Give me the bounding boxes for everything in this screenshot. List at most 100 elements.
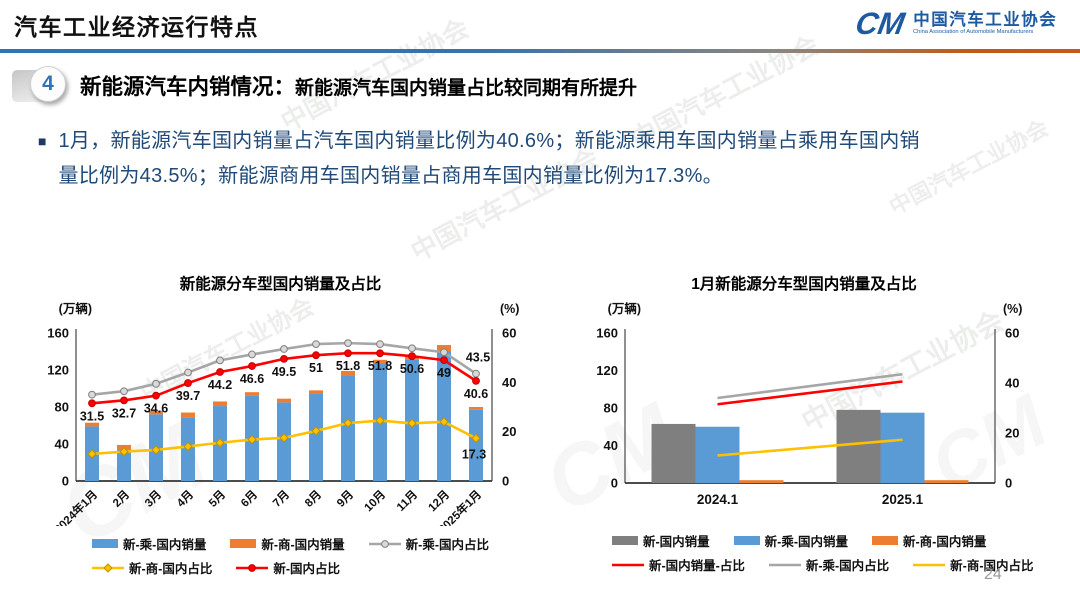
- bar-segment: [85, 422, 99, 427]
- line-marker: [472, 376, 480, 385]
- line-marker: [248, 362, 256, 370]
- line-marker: [375, 415, 385, 426]
- bar-segment: [469, 409, 483, 481]
- line-marker: [216, 368, 224, 376]
- legend-label: 新-乘-国内占比: [405, 538, 489, 552]
- data-label: 46.6: [240, 372, 264, 386]
- data-label: 50.6: [400, 362, 424, 376]
- x-tick-label: 7月: [270, 488, 292, 510]
- line-marker: [88, 390, 96, 399]
- x-tick-label: 10月: [362, 488, 388, 514]
- legend-label: 新-商-国内销量: [261, 538, 345, 552]
- right-tick-label: 20: [1005, 426, 1019, 441]
- legend-marker: [248, 563, 257, 572]
- legend-label: 新-乘-国内占比: [805, 559, 890, 573]
- legend-marker: [380, 539, 389, 548]
- legend-label: 新-商-国内销量: [903, 535, 987, 549]
- left-chart-title: 新能源分车型国内销量及占比: [179, 276, 382, 293]
- line-marker: [312, 351, 320, 360]
- bar-segment: [373, 359, 387, 364]
- left-axis-unit-label: (万辆): [59, 301, 92, 316]
- line-marker: [472, 369, 480, 378]
- right-tick-label: 20: [502, 424, 516, 439]
- left-tick-label: 0: [611, 476, 618, 491]
- legend-row: 新-乘-国内销量 新-商-国内销量 新-乘-国内占比: [92, 534, 489, 553]
- right-chart-title: 1月新能源分车型国内销量及占比: [691, 276, 917, 293]
- right-tick-label: 60: [1005, 326, 1019, 341]
- x-tick-label: 2025.1: [882, 492, 924, 507]
- bullet-text-line: 1月，新能源汽车国内销量占汽车国内销量比例为40.6%；新能源乘用车国内销量占乘…: [58, 130, 920, 152]
- line-marker: [184, 368, 192, 377]
- line-marker: [183, 441, 193, 452]
- left-chart-legend: 新-乘-国内销量 新-商-国内销量 新-乘-国内占比新-商-国内占比 新-国内占比: [92, 534, 489, 577]
- right-tick-label: 0: [1005, 476, 1012, 491]
- caam-logo-icon: CM: [852, 6, 908, 41]
- caam-logo-subtitle: China Association of Automobile Manufact…: [913, 29, 1034, 36]
- legend-row: 新-国内销量 新-乘-国内销量 新-商-国内销量: [612, 531, 1033, 550]
- bar-segment: [245, 392, 259, 396]
- legend-bar-swatch: [230, 539, 257, 548]
- right-chart-legend: 新-国内销量 新-乘-国内销量 新-商-国内销量 新-国内销量-占比 新-乘-国内占比新…: [612, 531, 1033, 574]
- legend-line-swatch: [92, 562, 124, 573]
- line-marker: [184, 379, 192, 387]
- x-tick-label: 8月: [302, 488, 324, 510]
- left-tick-label: 40: [55, 437, 69, 452]
- data-label: 44.2: [208, 378, 232, 392]
- caam-logo: CM 中国汽车工业协会 China Association of Automob…: [852, 6, 1060, 41]
- data-label: 39.7: [176, 389, 200, 403]
- section-heading: 新能源汽车内销情况： 新能源汽车国内销量占比较同期有所提升: [80, 70, 637, 101]
- left-tick-label: 120: [47, 363, 69, 378]
- bar-segment: [149, 410, 163, 415]
- section-heading-title: 新能源汽车内销情况：: [80, 75, 296, 99]
- left-axis-unit-label: (万辆): [608, 301, 641, 316]
- data-label: 34.6: [144, 402, 168, 416]
- x-tick-label: 4月: [174, 488, 196, 510]
- data-label: 51.8: [368, 359, 392, 373]
- line-series: [717, 438, 903, 457]
- line-series: [717, 372, 903, 400]
- legend-line-swatch: [913, 563, 946, 566]
- legend-item: 新-商-国内销量: [872, 531, 986, 550]
- bar-segment: [341, 375, 355, 481]
- x-tick-label: 5月: [206, 488, 228, 510]
- right-tick-label: 0: [502, 474, 509, 489]
- right-chart-plot: 0 40 80 120 160 0 20 40 60 (万辆) (%) 2024.1 2025.1: [596, 301, 1022, 507]
- line-marker: [471, 433, 481, 444]
- left-tick-label: 160: [47, 326, 69, 341]
- line-marker: [120, 387, 128, 396]
- line-marker: [152, 379, 160, 388]
- line-marker: [151, 445, 161, 455]
- bar-segment: [880, 412, 925, 483]
- line-marker: [216, 356, 224, 365]
- line-marker: [440, 356, 448, 365]
- legend-item: 新-国内占比: [236, 558, 340, 577]
- legend-label: 新-商-国内占比: [129, 562, 213, 576]
- line-marker: [88, 399, 96, 408]
- bar-segment: [309, 390, 323, 394]
- line-marker: [87, 449, 97, 459]
- line-series: [717, 380, 903, 406]
- line-marker: [376, 340, 384, 348]
- legend-label: 新-国内占比: [273, 562, 340, 576]
- legend-item: 新-国内销量-占比: [612, 555, 745, 574]
- legend-line-swatch: [612, 563, 644, 566]
- page-number: 24: [984, 566, 1002, 583]
- page-title: 汽车工业经济运行特点: [14, 14, 259, 40]
- x-tick-label: 11月: [394, 488, 420, 514]
- line-marker: [344, 339, 352, 348]
- line-marker: [280, 345, 288, 353]
- legend-line-swatch: [768, 563, 801, 566]
- bar-segment: [437, 345, 451, 352]
- left-chart-plot: 0 40 80 120 160 0 20 40 60 (万辆) (%) 31.5 32.7 34.6 39.…: [47, 301, 519, 526]
- legend-label: 新-国内销量: [643, 535, 710, 549]
- left-tick-label: 40: [604, 438, 618, 453]
- legend-bar-swatch: [733, 536, 760, 545]
- left-tick-label: 80: [55, 400, 69, 415]
- legend-item: 新-乘-国内销量: [92, 534, 206, 553]
- legend-line-swatch: [236, 563, 269, 572]
- data-label: 17.3: [462, 447, 486, 461]
- legend-item: 新-商-国内占比: [92, 558, 212, 577]
- left-tick-label: 0: [62, 474, 69, 489]
- line-marker: [215, 438, 225, 448]
